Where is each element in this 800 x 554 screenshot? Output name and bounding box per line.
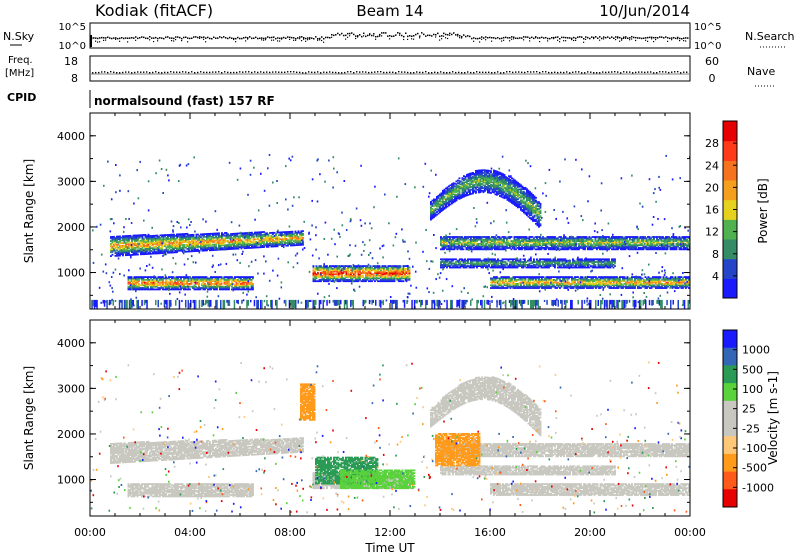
ytick-label: 3000 — [57, 175, 85, 188]
nsearch-bottom-tick: 10^0 — [694, 41, 721, 52]
power-band-lower-band-2 — [490, 276, 690, 289]
xtick-label: 12:00 — [374, 526, 406, 539]
power-scatter — [92, 154, 690, 307]
velocity-colorbar-tick: 1000 — [742, 344, 770, 357]
velocity-colorbar-tick: -25 — [742, 422, 760, 435]
power-colorbar-tick: 4 — [712, 270, 719, 283]
nsky-top-tick: 10^5 — [59, 22, 86, 33]
nsearch-label: N.Search — [745, 30, 795, 43]
time-xlabel: Time UT — [364, 541, 415, 554]
power-colorbar-swatch — [723, 258, 737, 279]
velocity-colorbar-tick: 25 — [742, 403, 756, 416]
nave-bottom-tick: 0 — [709, 72, 716, 85]
power-colorbar: 4 8 12 16 20 24 28 — [705, 120, 738, 299]
velocity-colorbar: 1000 500 100 25 -25 -100 -500 -1000 — [722, 329, 774, 508]
cpid-label: CPID — [7, 91, 36, 104]
velocity-colorbar-tick: -100 — [742, 442, 767, 455]
power-colorbar-tick: 28 — [705, 137, 719, 150]
date-title: 10/Jun/2014 — [599, 2, 690, 20]
velocity-colorbar-swatch — [723, 453, 737, 473]
freq-label: Freq. — [8, 55, 33, 66]
cpid-text: normalsound (fast) 157 RF — [94, 94, 275, 108]
power-colorbar-tick: 8 — [712, 248, 719, 261]
power-colorbar-tick: 16 — [705, 204, 719, 217]
velocity-patch-orange-patch — [435, 433, 481, 467]
power-band-intense-patch — [312, 265, 411, 283]
xtick-label: 00:00 — [74, 526, 106, 539]
ytick-label: 1000 — [57, 267, 85, 280]
velocity-colorbar-tick: -500 — [742, 462, 767, 475]
velocity-panel-axes: 1000 2000 3000 4000 00:00 04:00 08:00 12:00 16:0… — [57, 320, 706, 539]
velocity-colorbar-swatch — [723, 400, 737, 419]
power-band-upper-band-2 — [440, 236, 690, 251]
xtick-label: 20:00 — [574, 526, 606, 539]
velocity-colorbar-tick: 100 — [742, 383, 763, 396]
power-colorbar-swatch — [723, 278, 737, 299]
velocity-colorbar-swatch — [723, 347, 737, 366]
freq-strip-frame — [89, 55, 691, 82]
ytick-label: 4000 — [57, 337, 85, 350]
power-band-upper-band-1 — [110, 230, 304, 257]
xtick-label: 04:00 — [174, 526, 206, 539]
velocity-scatter — [90, 361, 690, 514]
nave-label: Nave — [747, 65, 775, 78]
xtick-label: 00:00 — [674, 526, 706, 539]
ytick-label: 3000 — [57, 382, 85, 395]
velocity-colorbar-swatch — [723, 489, 737, 508]
power-colorbar-swatch — [723, 121, 737, 142]
power-band-lower-band-1 — [127, 276, 254, 291]
velocity-colorbar-swatch — [723, 365, 737, 384]
station-title: Kodiak (fitACF) — [95, 1, 213, 20]
beam-title: Beam 14 — [356, 2, 423, 20]
nsky-trace — [90, 32, 689, 47]
power-colorbar-tick: 20 — [705, 181, 719, 194]
velocity-colorbar-tick: -1000 — [742, 481, 774, 494]
power-panel-axes: 1000 2000 3000 4000 — [57, 113, 691, 309]
freq-bottom-tick: 8 — [71, 72, 78, 85]
power-band-middle-band — [440, 258, 616, 269]
power-band-arc — [430, 169, 542, 228]
power-colorbar-swatch — [723, 140, 737, 161]
xtick-label: 16:00 — [474, 526, 506, 539]
freq-top-tick: 18 — [64, 55, 78, 68]
power-ylabel: Slant Range [km] — [22, 159, 36, 263]
xtick-label: 08:00 — [274, 526, 306, 539]
velocity-colorbar-swatch — [723, 418, 737, 437]
ytick-label: 2000 — [57, 221, 85, 234]
velocity-colorbar-swatch — [723, 383, 737, 402]
velocity-colorbar-label: Velocity [m s-1] — [766, 371, 780, 465]
nsky-label: N.Sky — [3, 30, 35, 43]
power-near-range — [91, 299, 690, 309]
velocity-colorbar-swatch — [723, 471, 737, 490]
nsky-bottom-tick: 10^0 — [59, 41, 86, 52]
nave-top-tick: 60 — [705, 55, 719, 68]
power-heatmap — [91, 154, 690, 309]
freq-unit: [MHz] — [5, 68, 34, 79]
power-colorbar-tick: 24 — [705, 159, 719, 172]
freq-trace — [91, 71, 689, 75]
ytick-label: 2000 — [57, 428, 85, 441]
velocity-heatmap — [90, 361, 690, 514]
velocity-patch-light-green-patch — [340, 469, 416, 490]
velocity-colorbar-tick: 500 — [742, 363, 763, 376]
velocity-patch-orange-streak — [300, 383, 316, 421]
ytick-label: 4000 — [57, 130, 85, 143]
power-colorbar-label: Power [dB] — [756, 178, 770, 243]
power-colorbar-swatch — [723, 160, 737, 181]
velocity-ylabel: Slant Range [km] — [22, 366, 36, 470]
velocity-colorbar-swatch — [723, 436, 737, 455]
ytick-label: 1000 — [57, 474, 85, 487]
velocity-colorbar-swatch — [723, 330, 737, 349]
nsearch-top-tick: 10^5 — [694, 22, 721, 33]
power-colorbar-swatch — [723, 180, 737, 201]
power-colorbar-swatch — [723, 199, 737, 220]
power-colorbar-tick: 12 — [705, 226, 719, 239]
power-colorbar-swatch — [723, 239, 737, 260]
power-colorbar-swatch — [723, 219, 737, 240]
